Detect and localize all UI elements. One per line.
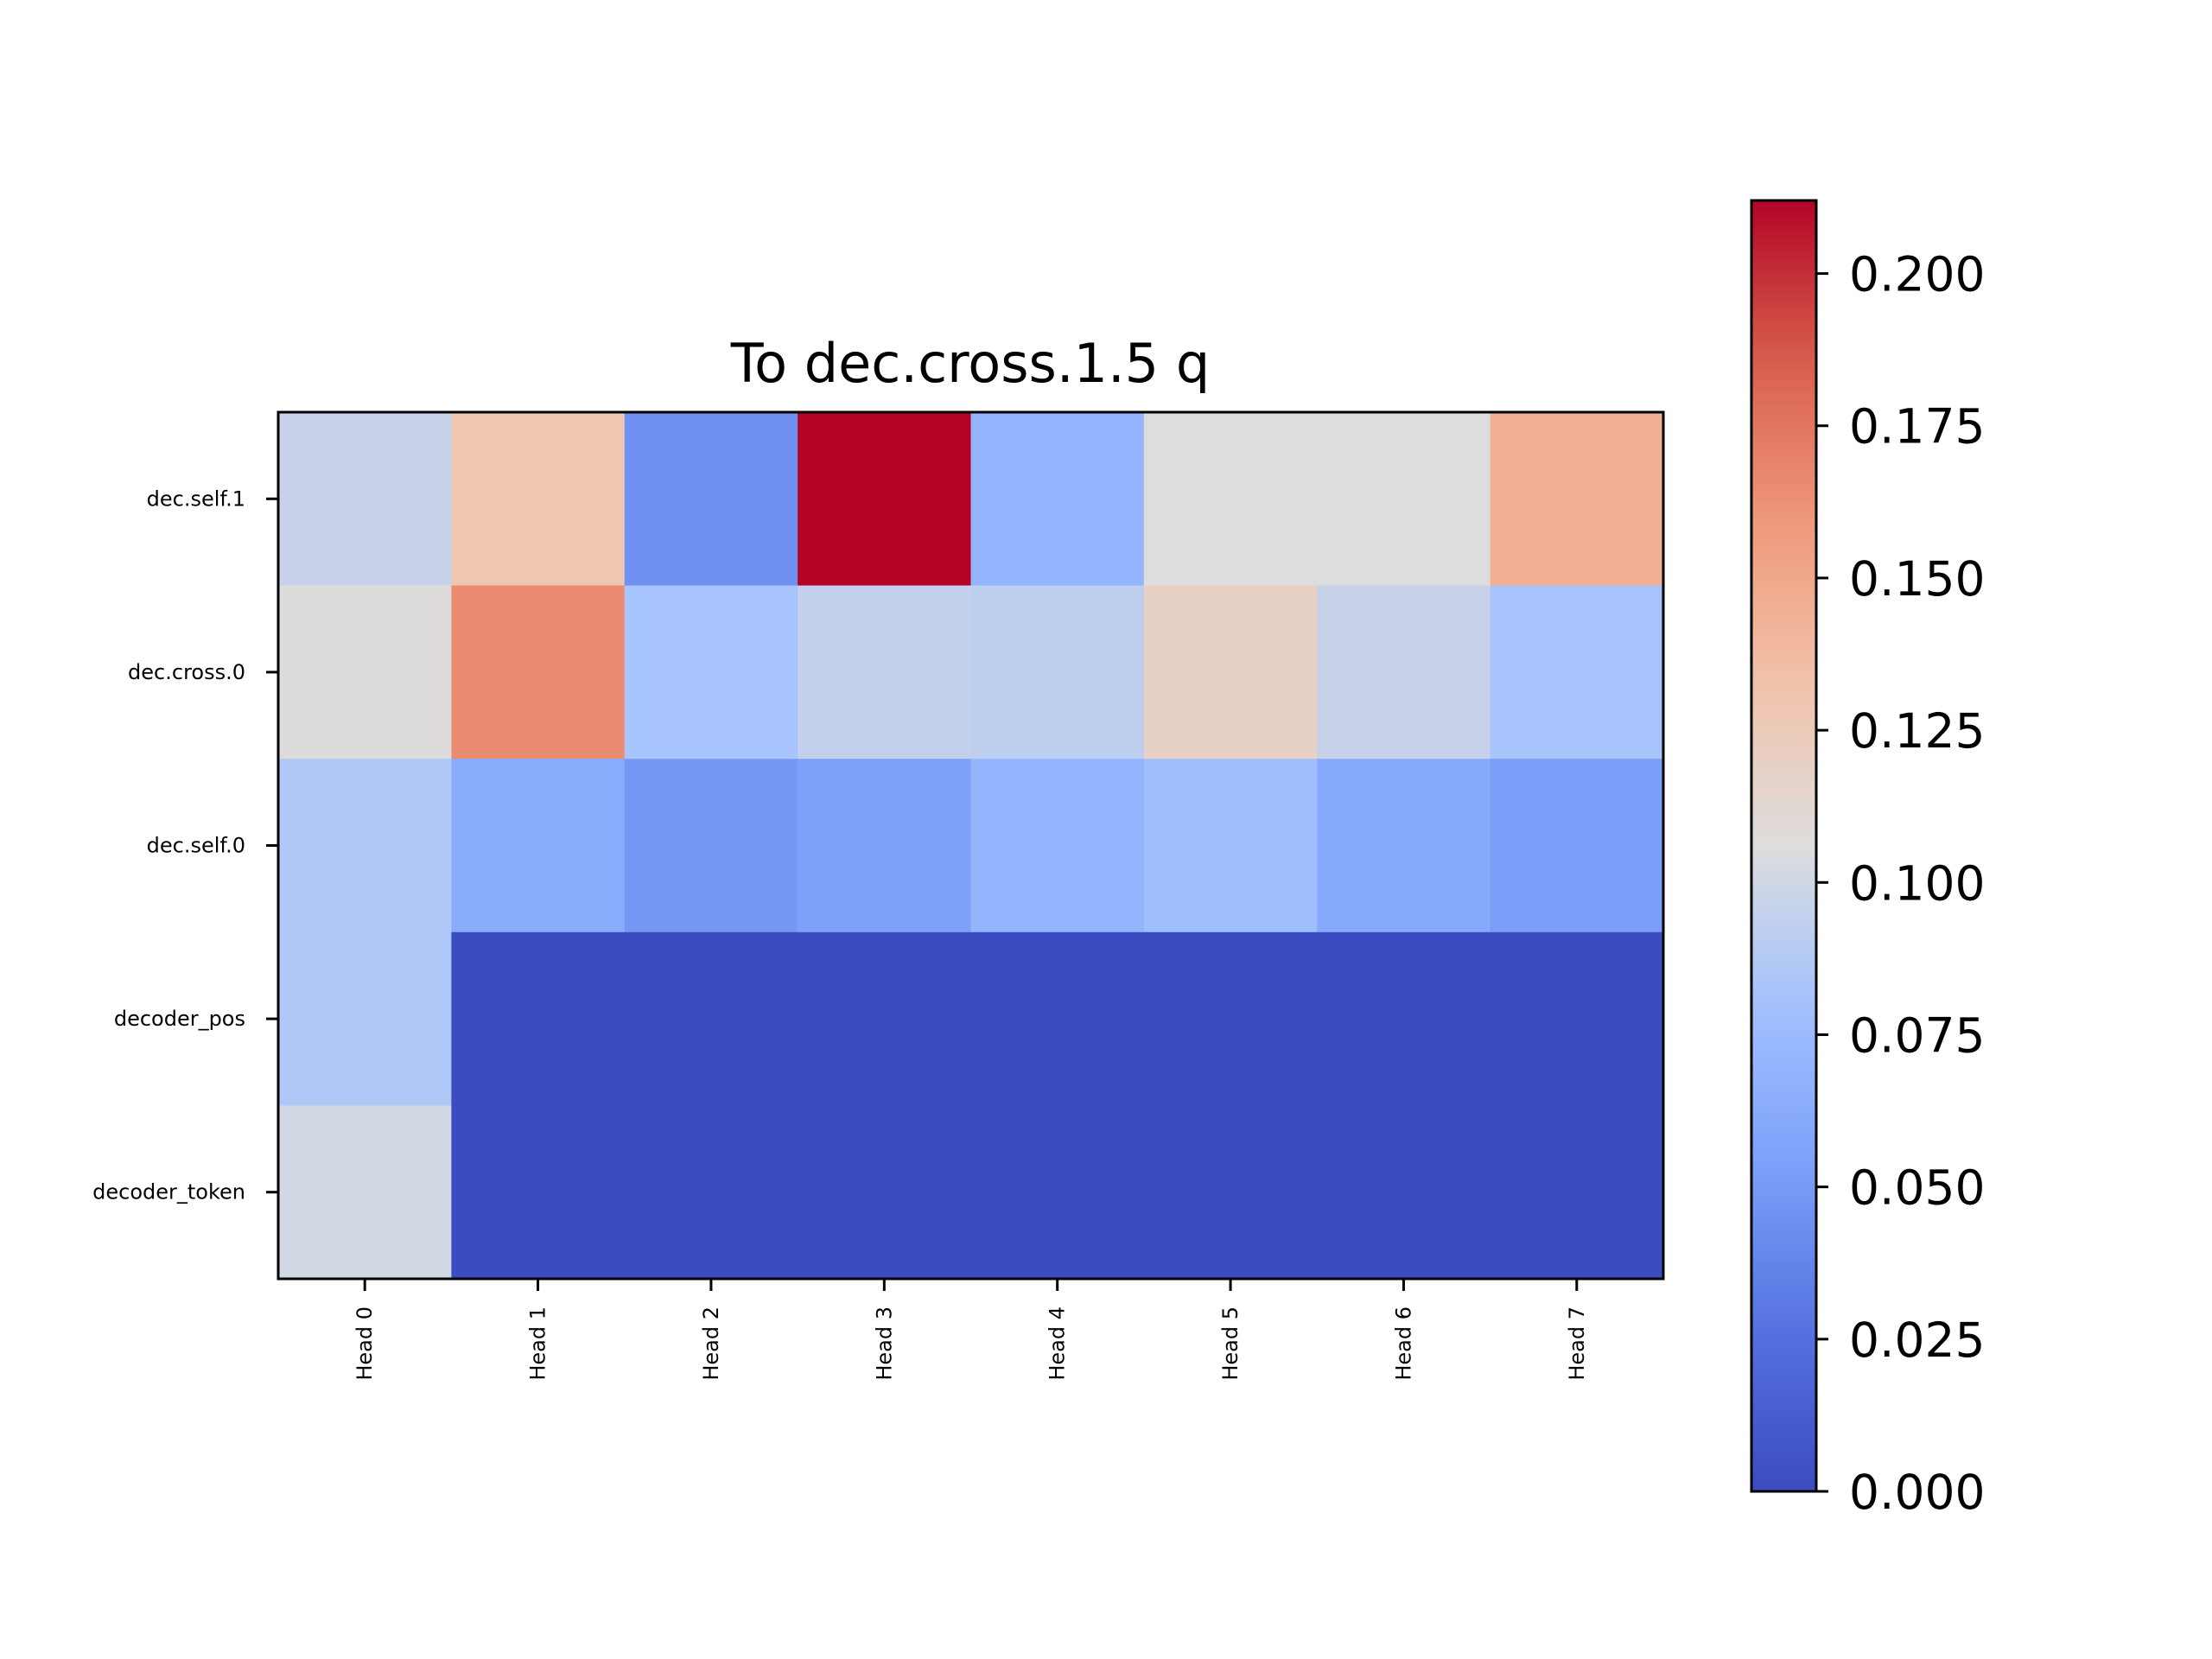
heatmap-cell [451,1105,626,1280]
heatmap-cell [451,759,626,933]
colorbar-tick-label: 0.025 [1849,1313,1985,1368]
colorbar-axis: 0.000 0.025 0.050 0.075 0.100 0.125 0.150 0.175… [1816,247,1985,1520]
heatmap-cell [970,931,1145,1106]
heatmap-cell [1143,585,1318,760]
heatmap-cell [798,759,972,933]
heatmap-cell [278,412,452,587]
y-tick-label: dec.self.0 [147,834,245,858]
heatmap-cell [278,1105,452,1280]
colorbar-tick-label: 0.200 [1849,247,1985,302]
heatmap-cell [1490,759,1664,933]
heatmap-cell [1490,585,1664,760]
heatmap-cell [970,759,1145,933]
heatmap-cell [970,412,1145,587]
heatmap-cell [1490,412,1664,587]
x-axis: Head 0 Head 1 Head 2 Head 3 Head 4 Head 5 Head… [353,1279,1589,1381]
heatmap-cell [1490,1105,1664,1280]
heatmap-cell [1143,412,1318,587]
colorbar-tick-label: 0.000 [1849,1465,1985,1520]
y-tick-label: decoder_token [92,1180,245,1205]
heatmap-cell [278,759,452,933]
heatmap-cell [624,585,798,760]
heatmap-cell [970,1105,1145,1280]
chart-title: To dec.cross.1.5 q [730,332,1210,395]
x-tick-label: Head 3 [872,1306,896,1381]
colorbar-tick-label: 0.075 [1849,1007,1985,1063]
x-tick-label: Head 4 [1046,1306,1070,1381]
x-tick-label: Head 1 [526,1306,550,1381]
x-tick-label: Head 5 [1218,1306,1243,1381]
y-axis: dec.self.1 dec.cross.0 dec.self.0 decoder_p… [92,486,278,1205]
colorbar-tick-label: 0.175 [1849,399,1985,454]
heatmap-cell [1317,759,1491,933]
y-tick-label: decoder_pos [114,1007,245,1031]
heatmap-cell [1490,931,1664,1106]
heatmap-cell [798,585,972,760]
heatmap-cell [624,759,798,933]
colorbar [1750,199,1818,1493]
heatmap-cell [1317,412,1491,587]
heatmap-cells [278,412,1664,1280]
heatmap-cell [278,931,452,1106]
heatmap-cell [451,412,626,587]
colorbar-tick-label: 0.150 [1849,551,1985,607]
heatmap-cell [451,585,626,760]
heatmap-cell [1143,931,1318,1106]
x-tick-label: Head 2 [699,1306,723,1381]
heatmap-cell [1317,1105,1491,1280]
y-tick-label: dec.cross.0 [128,660,245,684]
x-tick-label: Head 0 [353,1306,377,1381]
heatmap-cell [1317,585,1491,760]
colorbar-tick-label: 0.125 [1849,703,1985,759]
heatmap-cell [451,931,626,1106]
heatmap-cell [798,931,972,1106]
heatmap-cell [1143,759,1318,933]
heatmap-cell [278,585,452,760]
x-tick-label: Head 7 [1565,1306,1589,1381]
heatmap-cell [624,412,798,587]
heatmap-cell [798,412,972,587]
heatmap-cell [624,1105,798,1280]
colorbar-tick-label: 0.050 [1849,1160,1985,1216]
heatmap-cell [970,585,1145,760]
heatmap-cell [798,1105,972,1280]
colorbar-tick-label: 0.100 [1849,855,1985,911]
heatmap-cell [624,931,798,1106]
heatmap-cell [1143,1105,1318,1280]
y-tick-label: dec.self.1 [147,486,245,511]
heatmap-cell [1317,931,1491,1106]
x-tick-label: Head 6 [1391,1306,1415,1381]
